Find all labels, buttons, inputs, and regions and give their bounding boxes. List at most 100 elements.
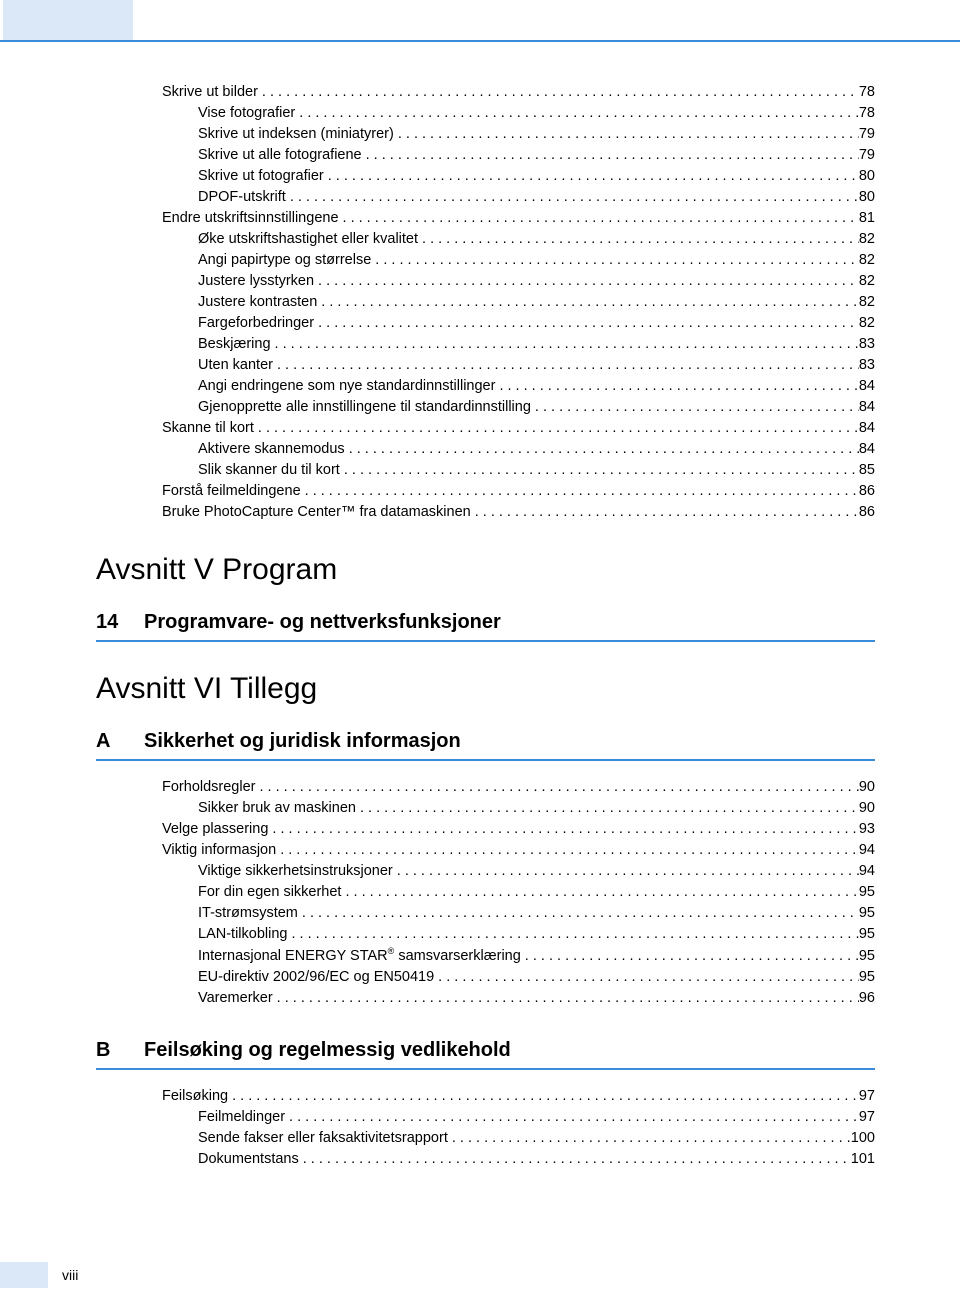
toc-label: Viktig informasjon: [162, 840, 276, 861]
toc-entry[interactable]: Skrive ut bilder78: [130, 82, 875, 103]
toc-entry[interactable]: Internasjonal ENERGY STAR® samsvarserklæ…: [130, 945, 875, 967]
toc-page: 82: [859, 313, 875, 334]
toc-page: 86: [859, 502, 875, 523]
toc-page: 85: [859, 460, 875, 481]
toc-label: Internasjonal ENERGY STAR® samsvarserklæ…: [198, 945, 521, 967]
toc-page: 97: [859, 1086, 875, 1107]
toc-entry[interactable]: Forstå feilmeldingene86: [130, 481, 875, 502]
toc-entry[interactable]: DPOF-utskrift80: [130, 187, 875, 208]
toc-leader: [393, 861, 859, 882]
toc-entry[interactable]: Feilmeldinger97: [130, 1107, 875, 1128]
toc-block: Feilsøking97Feilmeldinger97Sende fakser …: [130, 1086, 875, 1170]
toc-label: Øke utskriftshastighet eller kvalitet: [198, 229, 418, 250]
toc-leader: [418, 229, 859, 250]
toc-entry[interactable]: Justere lysstyrken82: [130, 271, 875, 292]
toc-leader: [256, 777, 859, 798]
toc-entry[interactable]: Skrive ut indeksen (miniatyrer) 79: [130, 124, 875, 145]
toc-label: Angi papirtype og størrelse: [198, 250, 371, 271]
toc-entry[interactable]: Bruke PhotoCapture Center™ fra datamaski…: [130, 502, 875, 523]
toc-label: Bruke PhotoCapture Center™ fra datamaski…: [162, 502, 471, 523]
toc-entry[interactable]: Beskjæring83: [130, 334, 875, 355]
toc-entry[interactable]: Viktig informasjon94: [130, 840, 875, 861]
toc-label: Skrive ut indeksen (miniatyrer): [198, 124, 394, 145]
toc-label: Viktige sikkerhetsinstruksjoner: [198, 861, 393, 882]
toc-entry[interactable]: Velge plassering93: [130, 819, 875, 840]
toc-leader: [314, 271, 859, 292]
toc-page: 79: [859, 145, 875, 166]
toc-entry[interactable]: Angi endringene som nye standardinnstill…: [130, 376, 875, 397]
toc-entry[interactable]: Fargeforbedringer82: [130, 313, 875, 334]
chapter-heading: 14Programvare- og nettverksfunksjoner: [96, 611, 875, 642]
toc-entry[interactable]: Slik skanner du til kort 85: [130, 460, 875, 481]
toc-entry[interactable]: Skrive ut alle fotografiene79: [130, 145, 875, 166]
toc-entry[interactable]: For din egen sikkerhet95: [130, 882, 875, 903]
toc-page: 79: [859, 124, 875, 145]
toc-entry[interactable]: Endre utskriftsinnstillingene 81: [130, 208, 875, 229]
toc-label: EU-direktiv 2002/96/EC og EN50419: [198, 967, 434, 988]
chapter-heading: ASikkerhet og juridisk informasjon: [96, 730, 875, 761]
toc-leader: [286, 187, 859, 208]
toc-block: Skrive ut bilder78Vise fotografier78Skri…: [130, 82, 875, 523]
toc-page: 95: [859, 967, 875, 988]
toc-leader: [521, 946, 859, 967]
toc-entry[interactable]: Uten kanter83: [130, 355, 875, 376]
toc-entry[interactable]: Sikker bruk av maskinen90: [130, 798, 875, 819]
toc-entry[interactable]: Dokumentstans101: [130, 1149, 875, 1170]
toc-label: Skanne til kort: [162, 418, 254, 439]
toc-page: 81: [859, 208, 875, 229]
toc-entry[interactable]: Gjenopprette alle innstillingene til sta…: [130, 397, 875, 418]
page: Skrive ut bilder78Vise fotografier78Skri…: [0, 0, 960, 1308]
toc-label: Beskjæring: [198, 334, 271, 355]
toc-label: Vise fotografier: [198, 103, 295, 124]
toc-leader: [268, 819, 858, 840]
toc-entry[interactable]: Varemerker96: [130, 988, 875, 1009]
toc-leader: [324, 166, 859, 187]
toc-leader: [273, 355, 859, 376]
toc-entry[interactable]: Skrive ut fotografier80: [130, 166, 875, 187]
toc-label: Skrive ut fotografier: [198, 166, 324, 187]
toc-leader: [434, 967, 859, 988]
toc-label: Endre utskriftsinnstillingene: [162, 208, 339, 229]
toc-page: 78: [859, 103, 875, 124]
toc-page: 84: [859, 418, 875, 439]
toc-label: Sikker bruk av maskinen: [198, 798, 356, 819]
toc-leader: [356, 798, 859, 819]
toc-page: 95: [859, 946, 875, 967]
chapter-title: Programvare- og nettverksfunksjoner: [144, 611, 501, 634]
toc-label: Skrive ut bilder: [162, 82, 258, 103]
toc-entry[interactable]: Skanne til kort 84: [130, 418, 875, 439]
toc-label: Forholdsregler: [162, 777, 256, 798]
toc-entry[interactable]: Øke utskriftshastighet eller kvalitet82: [130, 229, 875, 250]
toc-leader: [531, 397, 859, 418]
toc-entry[interactable]: Vise fotografier 78: [130, 103, 875, 124]
toc-entry[interactable]: LAN-tilkobling95: [130, 924, 875, 945]
toc-entry[interactable]: Forholdsregler 90: [130, 777, 875, 798]
toc-entry[interactable]: Justere kontrasten82: [130, 292, 875, 313]
toc-page: 82: [859, 250, 875, 271]
toc-leader: [362, 145, 859, 166]
toc-label: Aktivere skannemodus: [198, 439, 345, 460]
toc-entry[interactable]: Angi papirtype og størrelse 82: [130, 250, 875, 271]
toc-leader: [276, 840, 859, 861]
toc-label: DPOF-utskrift: [198, 187, 286, 208]
toc-leader: [258, 82, 859, 103]
toc-leader: [339, 208, 859, 229]
toc-entry[interactable]: Aktivere skannemodus84: [130, 439, 875, 460]
toc-label: Slik skanner du til kort: [198, 460, 340, 481]
toc-label: Sende fakser eller faksaktivitetsrapport: [198, 1128, 448, 1149]
toc-label: Dokumentstans: [198, 1149, 299, 1170]
toc-entry[interactable]: Viktige sikkerhetsinstruksjoner94: [130, 861, 875, 882]
toc-entry[interactable]: Feilsøking97: [130, 1086, 875, 1107]
toc-entry[interactable]: EU-direktiv 2002/96/EC og EN50419 95: [130, 967, 875, 988]
toc-leader: [341, 882, 858, 903]
chapter-title: Sikkerhet og juridisk informasjon: [144, 730, 461, 753]
section-title: Avsnitt VI Tillegg: [96, 672, 875, 706]
toc-leader: [254, 418, 859, 439]
chapter-number: A: [96, 730, 144, 753]
toc-entry[interactable]: Sende fakser eller faksaktivitetsrapport…: [130, 1128, 875, 1149]
toc-page: 90: [859, 777, 875, 798]
toc-label: Velge plassering: [162, 819, 268, 840]
toc-label: Varemerker: [198, 988, 273, 1009]
toc-entry[interactable]: IT-strømsystem95: [130, 903, 875, 924]
toc-page: 82: [859, 271, 875, 292]
